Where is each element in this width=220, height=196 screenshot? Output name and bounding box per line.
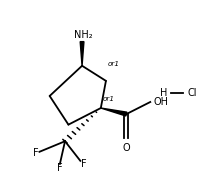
Text: Cl: Cl <box>188 88 197 98</box>
Text: H: H <box>160 88 168 98</box>
Polygon shape <box>80 42 84 66</box>
Polygon shape <box>101 108 127 116</box>
Text: F: F <box>57 163 63 173</box>
Text: O: O <box>123 143 130 153</box>
Text: F: F <box>81 159 87 169</box>
Text: OH: OH <box>154 97 169 107</box>
Text: or1: or1 <box>103 96 115 102</box>
Text: or1: or1 <box>108 61 120 67</box>
Text: F: F <box>33 148 39 158</box>
Text: NH₂: NH₂ <box>74 30 93 40</box>
